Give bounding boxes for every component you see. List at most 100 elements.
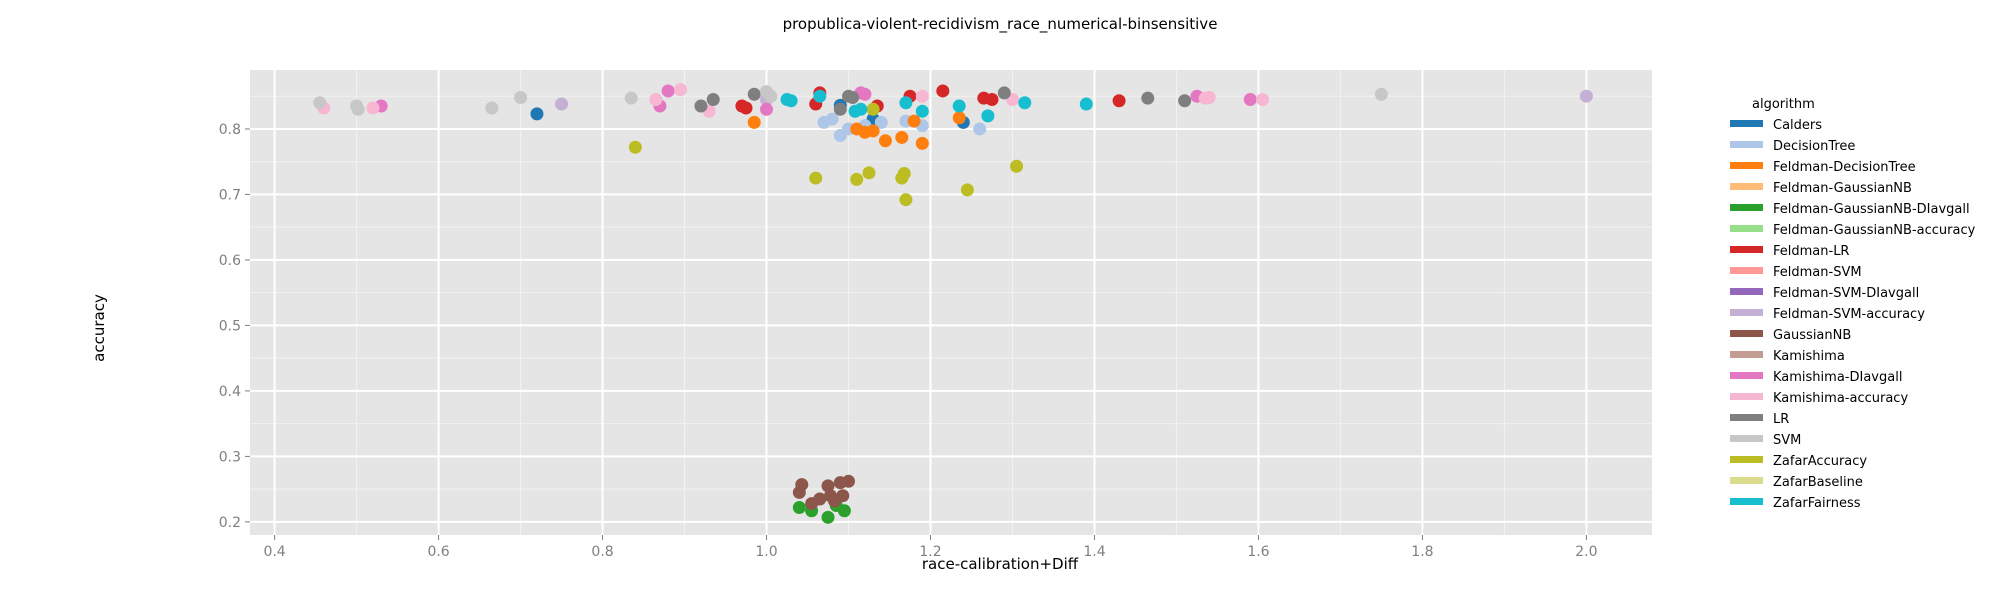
data-point <box>907 114 921 128</box>
legend-swatch <box>1730 246 1763 253</box>
data-point <box>673 83 687 97</box>
legend-label: Feldman-GaussianNB <box>1773 181 1912 196</box>
grid-minor <box>250 70 1652 535</box>
legend-label: ZafarFairness <box>1773 496 1861 511</box>
legend-swatch <box>1730 225 1763 232</box>
plot-area <box>250 70 1652 535</box>
data-point <box>1579 89 1593 103</box>
data-point <box>836 489 850 503</box>
data-point <box>1010 159 1024 173</box>
data-point <box>985 92 999 106</box>
data-point <box>764 89 778 103</box>
y-tick-label: 0.8 <box>219 122 241 138</box>
legend-swatch <box>1730 477 1763 484</box>
x-tick-label: 0.6 <box>427 544 449 560</box>
y-tick-label: 0.2 <box>219 515 241 531</box>
data-point <box>895 130 909 144</box>
x-axis-label: race-calibration+Diff <box>922 555 1079 573</box>
chart-title: propublica-violent-recidivism_race_numer… <box>783 15 1218 34</box>
data-point <box>874 115 888 129</box>
legend-label: Kamishima <box>1773 349 1845 364</box>
data-point <box>706 92 720 106</box>
data-point <box>809 171 823 185</box>
data-point <box>1202 91 1216 105</box>
data-point <box>936 84 950 98</box>
x-tick-label: 1.4 <box>1083 544 1105 560</box>
legend-swatch <box>1730 309 1763 316</box>
data-point <box>825 112 839 126</box>
data-point <box>792 500 806 514</box>
y-axis-ticks: 0.2 0.3 0.4 0.5 0.6 0.7 0.8 <box>219 122 250 531</box>
data-point <box>862 166 876 180</box>
data-point <box>760 102 774 116</box>
data-point <box>649 92 663 106</box>
legend-title: algorithm <box>1752 97 1815 112</box>
data-point <box>351 102 365 116</box>
data-point <box>661 84 675 98</box>
x-tick-label: 2.0 <box>1575 544 1597 560</box>
data-point <box>854 102 868 116</box>
data-point <box>514 91 528 105</box>
data-point <box>1243 92 1257 106</box>
data-point <box>1256 92 1270 106</box>
legend-swatch <box>1730 288 1763 295</box>
data-point <box>837 504 851 518</box>
y-tick-label: 0.4 <box>219 384 241 400</box>
data-point <box>866 102 880 116</box>
legend-label: SVM <box>1773 433 1801 448</box>
legend-items: Calders DecisionTree Feldman-DecisionTree F… <box>1730 118 1976 511</box>
x-tick-label: 1.2 <box>919 544 941 560</box>
legend-label: Calders <box>1773 118 1822 133</box>
legend-label: ZafarAccuracy <box>1773 454 1867 469</box>
data-point <box>1141 91 1155 105</box>
data-point <box>1018 96 1032 110</box>
data-point <box>915 104 929 118</box>
x-tick-label: 0.8 <box>591 544 613 560</box>
data-point <box>915 136 929 150</box>
legend-swatch <box>1730 120 1763 127</box>
legend-label: DecisionTree <box>1773 139 1855 154</box>
x-tick-label: 1.6 <box>1247 544 1269 560</box>
x-tick-label: 0.4 <box>263 544 285 560</box>
legend-label: ZafarBaseline <box>1773 475 1863 490</box>
legend-label: LR <box>1773 412 1789 427</box>
data-point <box>878 134 892 148</box>
legend-swatch <box>1730 435 1763 442</box>
data-point <box>694 99 708 113</box>
legend-swatch <box>1730 351 1763 358</box>
x-tick-label: 1.8 <box>1411 544 1433 560</box>
y-tick-label: 0.7 <box>219 187 241 203</box>
data-point <box>952 111 966 125</box>
legend-label: Kamishima-accuracy <box>1773 391 1908 406</box>
data-point <box>997 86 1011 100</box>
data-point <box>821 479 835 493</box>
legend-swatch <box>1730 162 1763 169</box>
data-point <box>981 109 995 123</box>
data-point <box>960 183 974 197</box>
x-axis-ticks: 0.4 0.6 0.8 1.0 1.2 1.4 1.6 1.8 2.0 <box>263 535 1598 560</box>
data-point <box>555 97 569 111</box>
series <box>792 474 856 511</box>
series <box>780 89 1093 123</box>
data-point <box>899 96 913 110</box>
data-point <box>850 172 864 186</box>
legend-swatch <box>1730 141 1763 148</box>
data-point <box>624 91 638 105</box>
data-point <box>747 87 761 101</box>
legend-label: GaussianNB <box>1773 328 1851 343</box>
data-point <box>1112 94 1126 108</box>
data-point <box>628 140 642 154</box>
legend-swatch <box>1730 456 1763 463</box>
data-points <box>313 83 1593 524</box>
data-point <box>833 102 847 116</box>
legend-label: Feldman-GaussianNB-DIavgall <box>1773 202 1970 217</box>
x-tick-label: 1.0 <box>755 544 777 560</box>
data-point <box>858 87 872 101</box>
data-point <box>899 193 913 207</box>
y-axis-label: accuracy <box>90 294 108 362</box>
legend: algorithm Calders DecisionTree Feldman-Dec… <box>1730 97 1976 511</box>
legend-swatch <box>1730 393 1763 400</box>
legend-label: Feldman-DecisionTree <box>1773 160 1916 175</box>
data-point <box>842 474 856 488</box>
